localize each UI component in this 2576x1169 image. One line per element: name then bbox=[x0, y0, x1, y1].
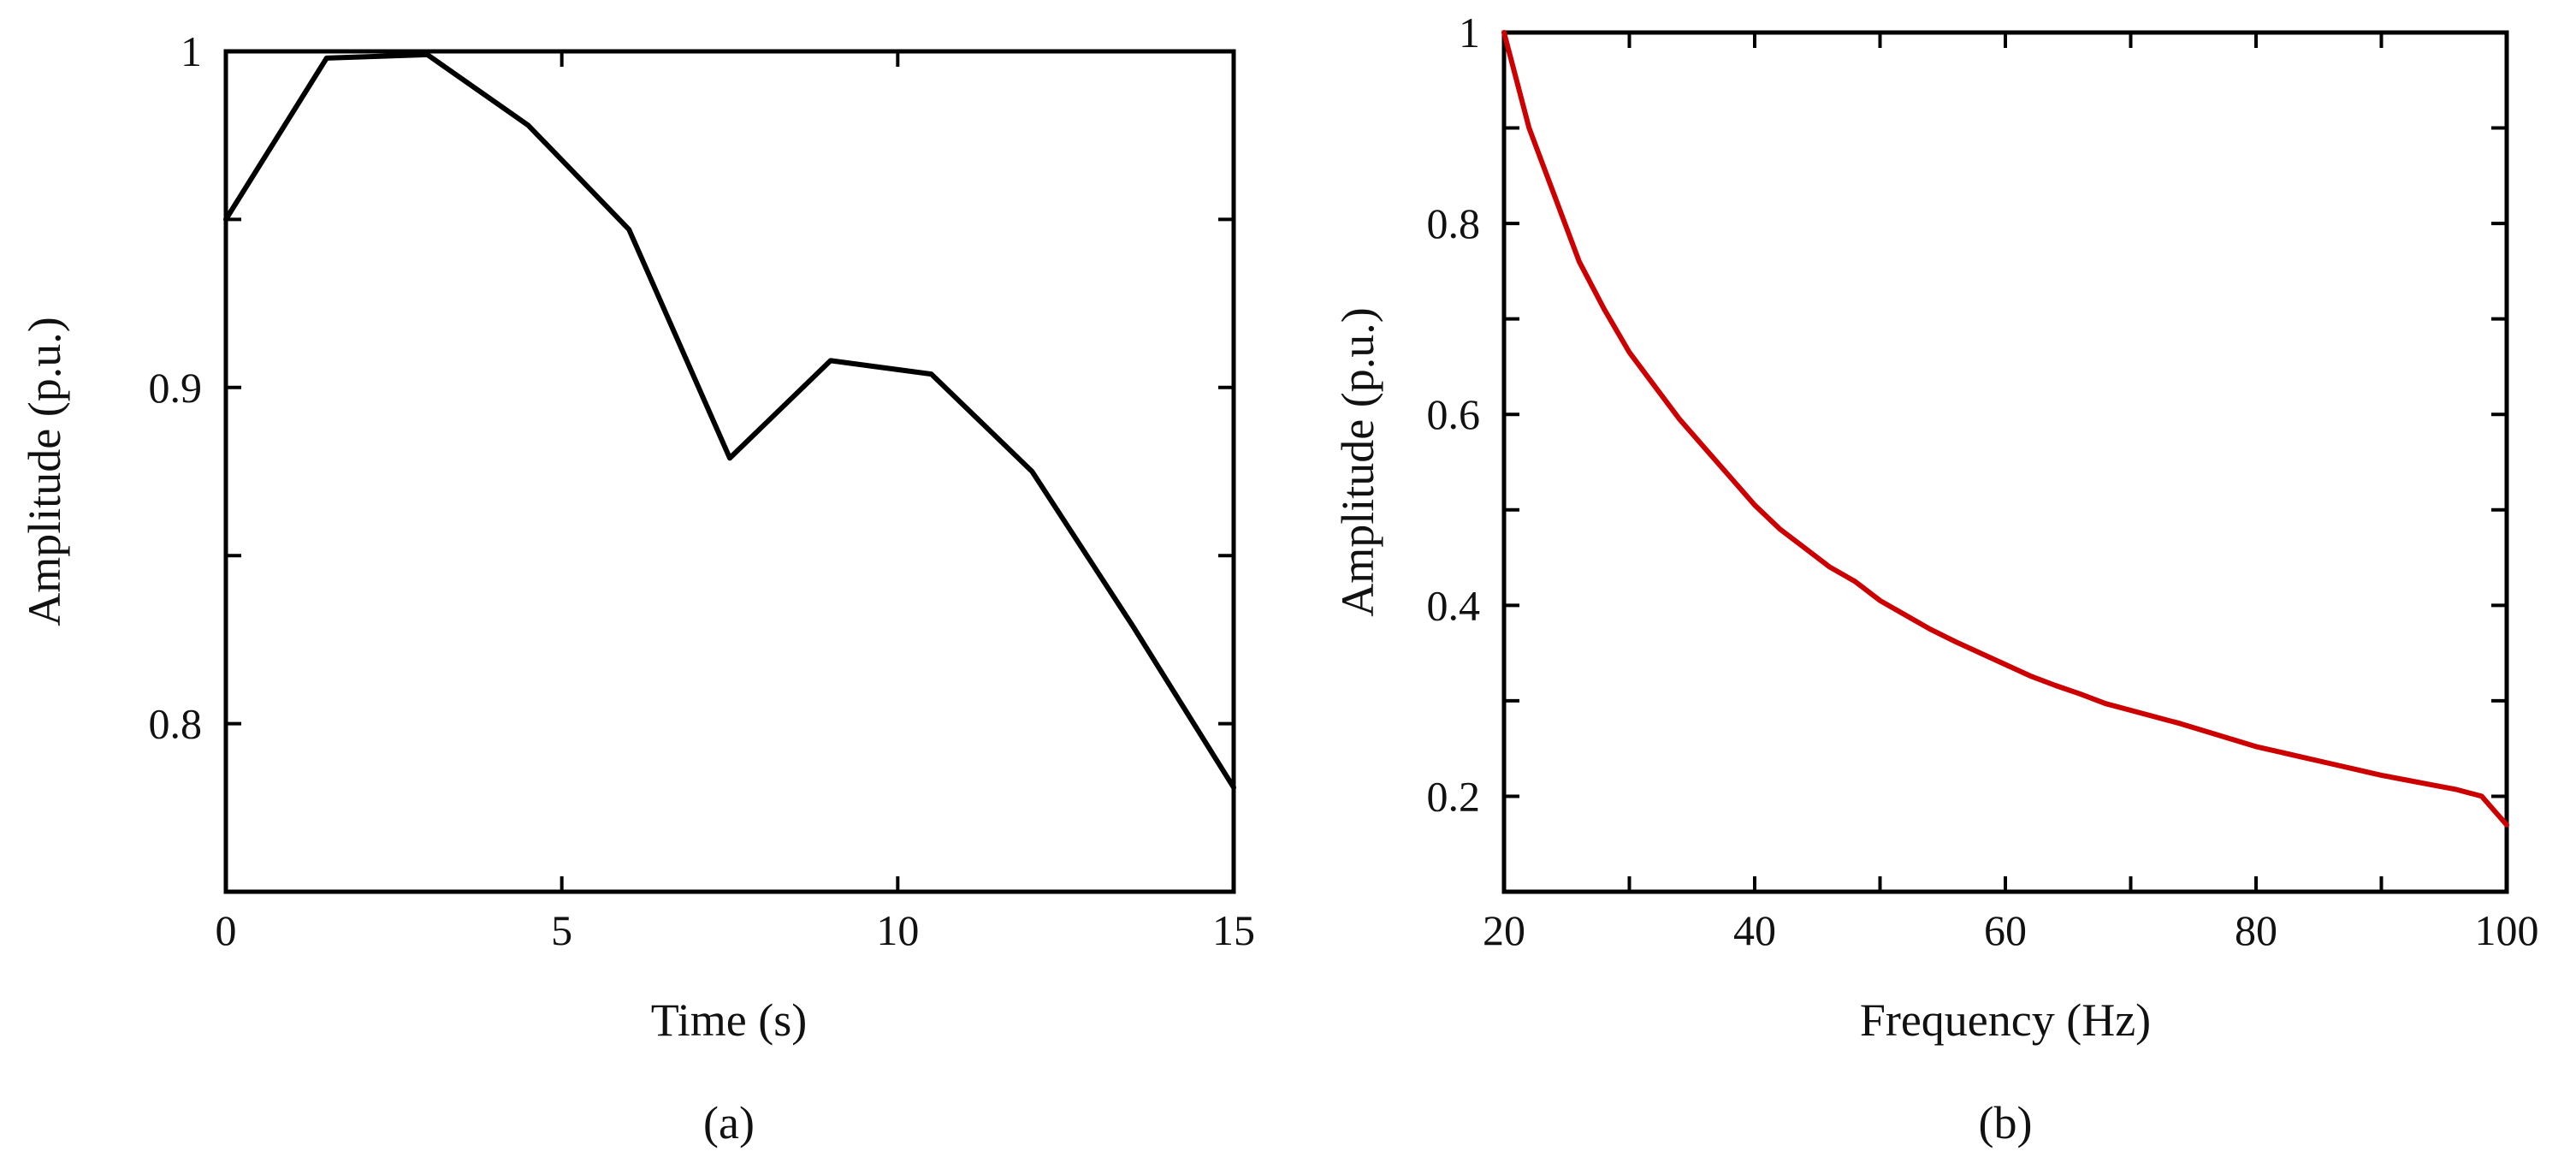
data-point bbox=[2153, 715, 2159, 720]
y-axis-label: Amplitude (p.u.) bbox=[1332, 307, 1383, 616]
x-tick-label: 10 bbox=[876, 906, 919, 954]
data-point bbox=[2404, 777, 2409, 782]
y-tick-label: 0.2 bbox=[1427, 772, 1481, 820]
data-point bbox=[1526, 126, 1531, 131]
data-point bbox=[1231, 785, 1236, 790]
x-tick-label: 40 bbox=[1733, 906, 1776, 954]
data-point bbox=[1928, 626, 1933, 632]
data-point bbox=[2253, 744, 2259, 749]
data-point bbox=[2504, 822, 2509, 828]
y-axis-label: Amplitude (p.u.) bbox=[19, 317, 70, 626]
data-point bbox=[1852, 579, 1857, 584]
data-point bbox=[2103, 701, 2108, 706]
y-tick-label: 0.8 bbox=[1427, 199, 1481, 247]
series-line bbox=[1501, 30, 2509, 828]
data-point bbox=[1878, 598, 1882, 603]
data-point bbox=[2379, 773, 2384, 778]
data-point bbox=[2003, 662, 2008, 667]
data-point bbox=[1803, 545, 1808, 550]
data-point bbox=[1652, 383, 1657, 389]
x-tick-label: 15 bbox=[1212, 906, 1255, 954]
y-tick-label: 0.6 bbox=[1427, 390, 1481, 438]
data-point bbox=[1702, 445, 1707, 450]
y-tick-label: 0.8 bbox=[149, 700, 203, 748]
x-axis-label: Frequency (Hz) bbox=[1860, 994, 2151, 1046]
x-axis-label: Time (s) bbox=[651, 994, 808, 1046]
data-point bbox=[2203, 729, 2208, 734]
data-point bbox=[2354, 767, 2359, 772]
data-point bbox=[1752, 502, 1757, 507]
data-point bbox=[1602, 307, 1607, 312]
data-point bbox=[525, 122, 530, 128]
data-point bbox=[1029, 469, 1034, 474]
data-point bbox=[2304, 756, 2309, 761]
chart-panel-a: 0 5 10 15 0.8 0.9 1 Time (s) Amplitude (p.u.) (a) bbox=[19, 27, 1255, 1148]
y-tick-label: 0.4 bbox=[1427, 581, 1481, 629]
data-point bbox=[425, 52, 430, 57]
data-point bbox=[2028, 674, 2033, 679]
data-point bbox=[1130, 624, 1135, 629]
data-point bbox=[1727, 474, 1732, 479]
data-point bbox=[2129, 708, 2133, 713]
data-point bbox=[324, 56, 329, 61]
plot-frame bbox=[223, 49, 1236, 894]
data-point bbox=[2078, 691, 2083, 697]
data-point bbox=[2053, 683, 2058, 688]
chart-panel-b: 20 40 60 80 100 0.2 0.4 0.6 0.8 1 Frequency (Hz) Am… bbox=[1332, 9, 2539, 1148]
x-tick-label: 60 bbox=[1984, 906, 2027, 954]
series-line bbox=[223, 51, 1236, 791]
data-point bbox=[2278, 750, 2283, 755]
x-tick-label: 5 bbox=[551, 906, 572, 954]
data-point bbox=[929, 371, 934, 377]
data-point bbox=[1577, 259, 1582, 264]
data-point bbox=[223, 217, 228, 222]
plot-frame bbox=[1501, 30, 2509, 894]
x-tick-label: 0 bbox=[216, 906, 237, 954]
data-point bbox=[2454, 787, 2459, 792]
data-point bbox=[1827, 565, 1833, 570]
panel-label: (a) bbox=[703, 1097, 755, 1148]
data-point bbox=[1677, 417, 1682, 422]
data-point bbox=[727, 455, 732, 460]
data-point bbox=[626, 227, 631, 232]
x-tick-label: 20 bbox=[1483, 906, 1525, 954]
x-tick-label: 80 bbox=[2235, 906, 2277, 954]
data-point bbox=[1952, 639, 1957, 644]
data-point bbox=[1627, 350, 1631, 355]
data-point bbox=[2479, 793, 2484, 798]
data-point bbox=[1552, 193, 1557, 198]
data-point bbox=[1501, 30, 1507, 35]
data-point bbox=[2178, 721, 2183, 727]
x-tick-label: 100 bbox=[2475, 906, 2539, 954]
data-point bbox=[2429, 782, 2434, 787]
y-tick-label: 1 bbox=[1459, 9, 1480, 56]
y-tick-label: 0.9 bbox=[149, 364, 203, 412]
data-point bbox=[1777, 526, 1782, 531]
data-point bbox=[2329, 762, 2334, 767]
data-point bbox=[828, 358, 833, 363]
data-point bbox=[1978, 650, 1983, 656]
data-point bbox=[1903, 612, 1908, 617]
panel-label: (b) bbox=[1979, 1097, 2033, 1148]
data-point bbox=[2229, 737, 2234, 742]
y-tick-label: 1 bbox=[181, 27, 202, 75]
